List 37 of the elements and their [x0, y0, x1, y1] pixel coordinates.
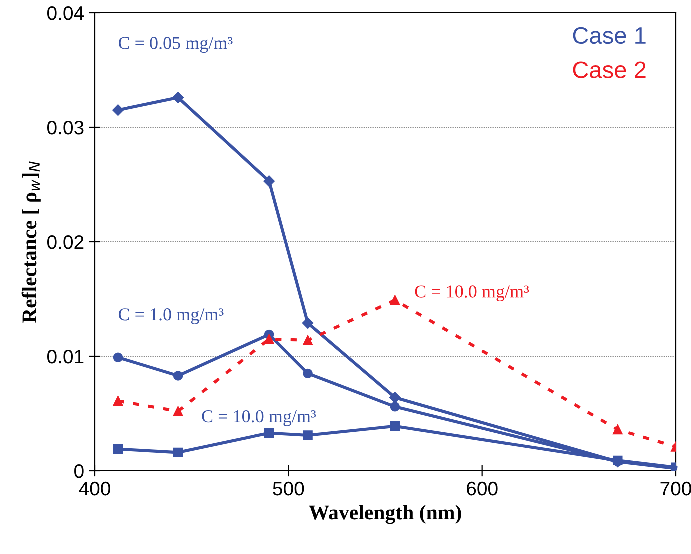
point [390, 402, 400, 412]
series-label: C = 10.0 mg/m³ [202, 410, 316, 426]
x-tick-label: 700 [660, 482, 691, 496]
point [264, 334, 274, 344]
point [302, 318, 314, 329]
point [390, 421, 400, 432]
point [113, 396, 124, 406]
point [173, 406, 184, 416]
point [112, 104, 124, 116]
point [303, 336, 313, 346]
annotation: Case 2 [573, 62, 646, 78]
x-axis-title: Wavelength (nm) [309, 505, 462, 524]
point [173, 448, 184, 458]
point [390, 296, 400, 306]
y-tick-label: 0.02 [48, 235, 84, 250]
y-tick-label: 0.04 [48, 6, 84, 20]
point [303, 368, 313, 379]
y-tick-label: 0.01 [48, 350, 84, 364]
point [264, 428, 274, 438]
y-axis-title: Reflectance [ ρ$_{w}$]$_{N}$ [22, 162, 41, 324]
y-tick-label: 0.03 [48, 120, 84, 135]
point [172, 92, 184, 104]
series-label: C = 10.0 mg/m³ [415, 286, 530, 302]
point [113, 352, 124, 363]
annotation: Case 1 [573, 27, 646, 44]
point [173, 371, 184, 381]
series-label: C = 1.0 mg/m³ [118, 308, 224, 324]
point [390, 392, 401, 404]
y-tick-label: 0 [74, 464, 84, 478]
x-tick-label: 400 [79, 482, 110, 496]
text: C = 0.05 mg/m³ [118, 37, 233, 54]
point [113, 444, 124, 454]
x-tick-label: 500 [273, 482, 304, 496]
point [264, 176, 275, 187]
point [303, 430, 313, 440]
x-tick-label: 600 [467, 482, 498, 496]
point [613, 424, 623, 435]
